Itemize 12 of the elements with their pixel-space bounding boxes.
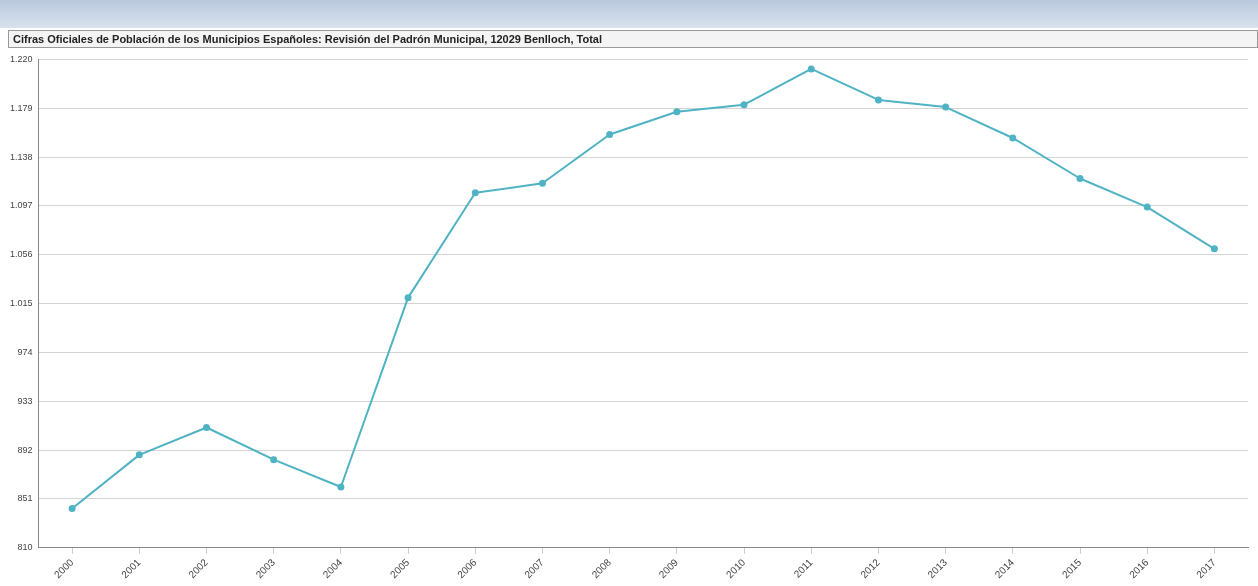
y-tick-label: 1.097 — [9, 200, 33, 211]
y-tick-label: 810 — [17, 542, 33, 553]
y-tick-label: 851 — [17, 493, 33, 504]
chart-title: Cifras Oficiales de Población de los Municipios Españoles: Revisión del Padrón Municipal, 12029 Benlloch, Total — [8, 30, 1258, 48]
y-tick-label: 1.220 — [9, 53, 33, 64]
y-tick-label: 1.015 — [9, 298, 33, 309]
y-tick-label: 892 — [17, 444, 33, 455]
y-tick-label: 974 — [17, 346, 33, 357]
y-tick-label: 1.179 — [9, 102, 33, 113]
y-tick-label: 1.056 — [9, 249, 33, 260]
y-tick-label: 1.138 — [9, 151, 33, 162]
y-tick-label: 933 — [17, 395, 33, 406]
